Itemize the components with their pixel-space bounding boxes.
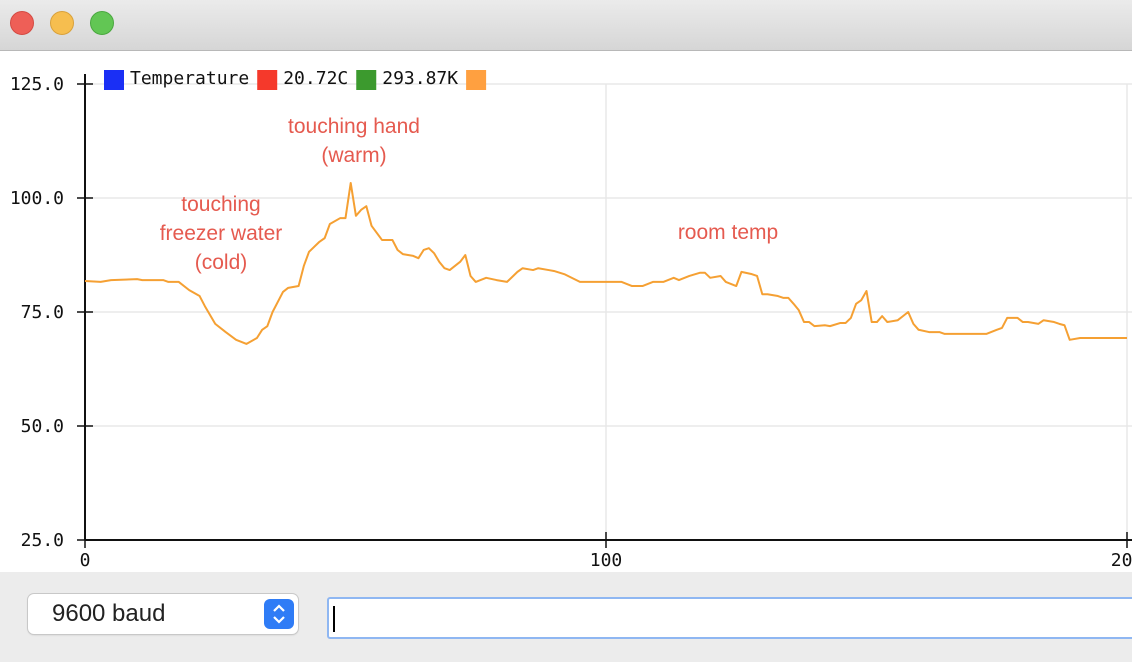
annotation: touching [181, 193, 260, 216]
y-tick-label: 100.0 [10, 188, 64, 209]
bottom-bar: 9600 baud [0, 572, 1132, 662]
x-tick-label: 200 [1111, 550, 1132, 571]
legend-swatch [104, 70, 124, 90]
y-tick-label: 75.0 [21, 302, 64, 323]
annotation: freezer water [160, 222, 283, 245]
chart: 25.0 50.0 75.0 100.0 125.0 0 100 200 touching fre… [0, 51, 1132, 572]
legend-label: 20.72C [283, 68, 348, 89]
title-bar [0, 0, 1132, 51]
legend-label: Temperature [130, 68, 249, 89]
minimize-button[interactable] [50, 11, 74, 35]
x-tick-label: 100 [590, 550, 623, 571]
baud-label: 9600 baud [52, 600, 166, 627]
legend-label: 293.87K [382, 68, 458, 89]
baud-select[interactable]: 9600 baud [28, 594, 298, 634]
select-stepper[interactable] [264, 599, 294, 629]
annotation: room temp [678, 221, 778, 244]
annotation: (cold) [195, 251, 248, 274]
close-button[interactable] [10, 11, 34, 35]
stepper-icon [273, 604, 285, 624]
y-tick-label: 50.0 [21, 416, 64, 437]
legend-swatch [257, 70, 278, 90]
text-caret [333, 606, 335, 632]
data-line [84, 181, 1127, 345]
annotation: (warm) [321, 144, 386, 167]
annotation: touching hand [288, 115, 420, 138]
zoom-button[interactable] [90, 11, 114, 35]
message-input[interactable] [327, 597, 1132, 639]
y-tick-label: 125.0 [10, 74, 64, 95]
x-tick-label: 0 [80, 550, 91, 571]
y-tick-label: 25.0 [21, 530, 64, 551]
legend-swatch [356, 70, 377, 90]
legend-swatch [466, 70, 487, 90]
